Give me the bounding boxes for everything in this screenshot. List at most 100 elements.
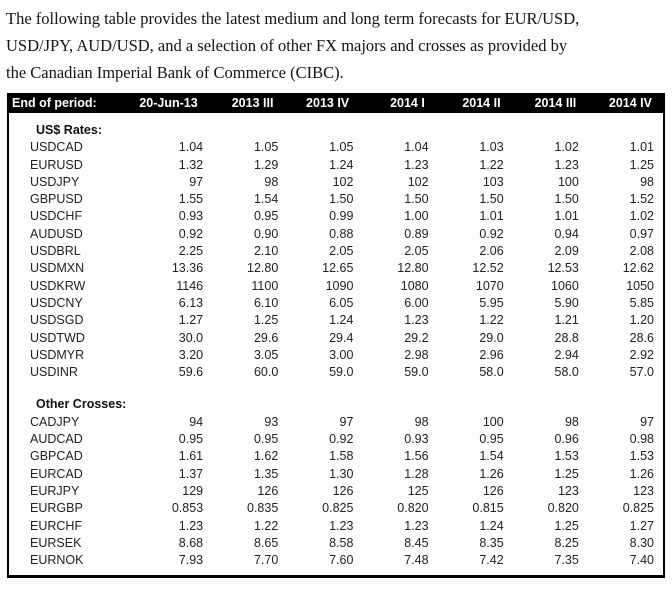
forecast-value: 129 — [182, 483, 204, 498]
forecast-value: 0.92 — [178, 226, 204, 241]
forecast-value: 98 — [264, 174, 279, 189]
table-row: USDINR 59.6 60.0 59.0 59.0 58.0 58.0 57.0 — [9, 364, 663, 381]
table-row: GBPCAD 1.61 1.62 1.58 1.56 1.54 1.53 1.53 — [9, 448, 663, 465]
forecast-value: 58.0 — [479, 365, 504, 380]
forecast-value: 1.23 — [404, 518, 429, 533]
table-row: EURNOK 7.93 7.70 7.60 7.48 7.42 7.35 7.40 — [9, 552, 663, 569]
header-col-2013-iii: 2013 III — [231, 96, 274, 110]
forecast-value: 1060 — [551, 278, 579, 293]
forecast-value: 126 — [482, 483, 504, 498]
forecast-value: 1.01 — [479, 209, 504, 224]
forecast-value: 125 — [407, 483, 429, 498]
section-gap — [9, 381, 663, 396]
forecast-value: 0.95 — [253, 432, 279, 447]
forecast-value: 102 — [332, 174, 354, 189]
forecast-value: 1070 — [475, 278, 504, 293]
forecast-value: 93 — [264, 414, 279, 429]
forecast-value: 0.820 — [547, 501, 579, 516]
forecast-value: 12.53 — [547, 261, 579, 276]
table-row: USDMYR 3.20 3.05 3.00 2.98 2.96 2.94 2.92 — [9, 347, 663, 364]
forecast-value: 98 — [414, 414, 429, 429]
table-header-row: End of period: 20-Jun-13 2013 III 2013 I… — [7, 93, 665, 113]
forecast-value: 1.01 — [629, 140, 654, 155]
forecast-value: 29.6 — [253, 330, 279, 345]
forecast-value: 8.65 — [253, 535, 279, 550]
forecast-value: 0.98 — [629, 432, 654, 447]
fx-forecast-table: End of period: 20-Jun-13 2013 III 2013 I… — [7, 93, 665, 579]
forecast-value: 1.55 — [178, 192, 204, 207]
forecast-value: 1.23 — [404, 313, 429, 328]
forecast-value: 97 — [640, 414, 654, 429]
forecast-value: 1.28 — [404, 466, 429, 481]
forecast-value: 7.48 — [404, 553, 429, 568]
currency-pair-label: USDBRL — [30, 244, 81, 259]
currency-pair-label: USDMYR — [30, 347, 85, 362]
forecast-value: 58.0 — [554, 365, 579, 380]
section-label: US$ Rates: — [36, 123, 102, 137]
forecast-value: 60.0 — [253, 365, 279, 380]
forecast-value: 126 — [332, 483, 354, 498]
forecast-value: 1.50 — [479, 192, 504, 207]
forecast-value: 1.24 — [329, 313, 354, 328]
forecast-value: 28.8 — [554, 330, 579, 345]
forecast-value: 0.835 — [247, 501, 279, 516]
forecast-value: 2.05 — [404, 244, 429, 259]
table-row: USDCAD 1.04 1.05 1.05 1.04 1.03 1.02 1.01 — [9, 139, 663, 156]
forecast-value: 0.93 — [178, 209, 204, 224]
forecast-value: 1.24 — [329, 157, 354, 172]
forecast-value: 1.58 — [329, 449, 354, 464]
forecast-value: 102 — [407, 174, 429, 189]
forecast-value: 97 — [189, 174, 204, 189]
currency-pair-label: AUDUSD — [30, 226, 83, 241]
forecast-value: 8.30 — [629, 535, 654, 550]
forecast-value: 59.6 — [178, 365, 204, 380]
forecast-value: 1.22 — [479, 157, 504, 172]
currency-pair-label: EURSEK — [30, 535, 82, 550]
forecast-value: 5.90 — [554, 295, 579, 310]
table-row: USDBRL 2.25 2.10 2.05 2.05 2.06 2.09 2.08 — [9, 243, 663, 260]
forecast-value: 7.42 — [479, 553, 504, 568]
forecast-value: 100 — [482, 414, 504, 429]
forecast-value: 30.0 — [178, 330, 204, 345]
currency-pair-label: USDCAD — [30, 140, 83, 155]
forecast-value: 12.62 — [622, 261, 654, 276]
forecast-value: 8.58 — [329, 535, 354, 550]
forecast-value: 1.04 — [178, 140, 204, 155]
table-row: EURGBP 0.853 0.835 0.825 0.820 0.815 0.820 0.82… — [9, 500, 663, 517]
forecast-value: 8.35 — [479, 535, 504, 550]
forecast-value: 6.05 — [329, 295, 354, 310]
forecast-value: 1.50 — [554, 192, 579, 207]
intro-line: USD/JPY, AUD/USD, and a selection of oth… — [6, 36, 568, 55]
forecast-value: 0.853 — [171, 501, 204, 516]
forecast-value: 0.95 — [253, 209, 279, 224]
forecast-value: 1.22 — [479, 313, 504, 328]
currency-pair-label: GBPUSD — [30, 192, 83, 207]
table-row: USDMXN 13.36 12.80 12.65 12.80 12.52 12.53 12.6… — [9, 260, 663, 277]
currency-pair-label: USDINR — [30, 365, 78, 380]
forecast-value: 1.25 — [253, 313, 279, 328]
forecast-value: 12.80 — [247, 261, 279, 276]
forecast-value: 0.95 — [178, 432, 204, 447]
forecast-value: 0.92 — [329, 432, 354, 447]
forecast-value: 126 — [257, 483, 279, 498]
intro-paragraph: The following table provides the latest … — [6, 5, 668, 86]
forecast-value: 100 — [557, 174, 579, 189]
forecast-value: 1.61 — [178, 449, 204, 464]
forecast-value: 1.02 — [554, 140, 579, 155]
forecast-value: 29.4 — [329, 330, 354, 345]
forecast-value: 97 — [339, 414, 354, 429]
forecast-value: 0.96 — [554, 432, 579, 447]
forecast-value: 1.26 — [629, 466, 654, 481]
table-row: EURCAD 1.37 1.35 1.30 1.28 1.26 1.25 1.26 — [9, 466, 663, 483]
forecast-value: 98 — [564, 414, 579, 429]
forecast-value: 1.30 — [329, 466, 354, 481]
forecast-value: 3.00 — [329, 347, 354, 362]
table-row: USDCHF 0.93 0.95 0.99 1.00 1.01 1.01 1.02 — [9, 208, 663, 225]
forecast-value: 5.85 — [629, 295, 654, 310]
forecast-value: 57.0 — [629, 365, 654, 380]
forecast-value: 1.23 — [554, 157, 579, 172]
forecast-value: 12.65 — [322, 261, 354, 276]
forecast-value: 0.825 — [622, 501, 654, 516]
forecast-value: 1.35 — [253, 466, 279, 481]
forecast-value: 2.94 — [554, 347, 579, 362]
